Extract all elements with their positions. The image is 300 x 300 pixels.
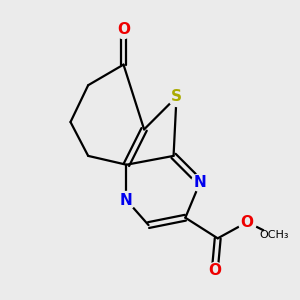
Text: S: S — [171, 89, 182, 104]
Text: O: O — [117, 22, 130, 37]
Text: N: N — [120, 193, 133, 208]
Text: O: O — [208, 263, 221, 278]
Text: OCH₃: OCH₃ — [259, 230, 288, 240]
Text: N: N — [194, 175, 206, 190]
Text: O: O — [241, 214, 254, 230]
